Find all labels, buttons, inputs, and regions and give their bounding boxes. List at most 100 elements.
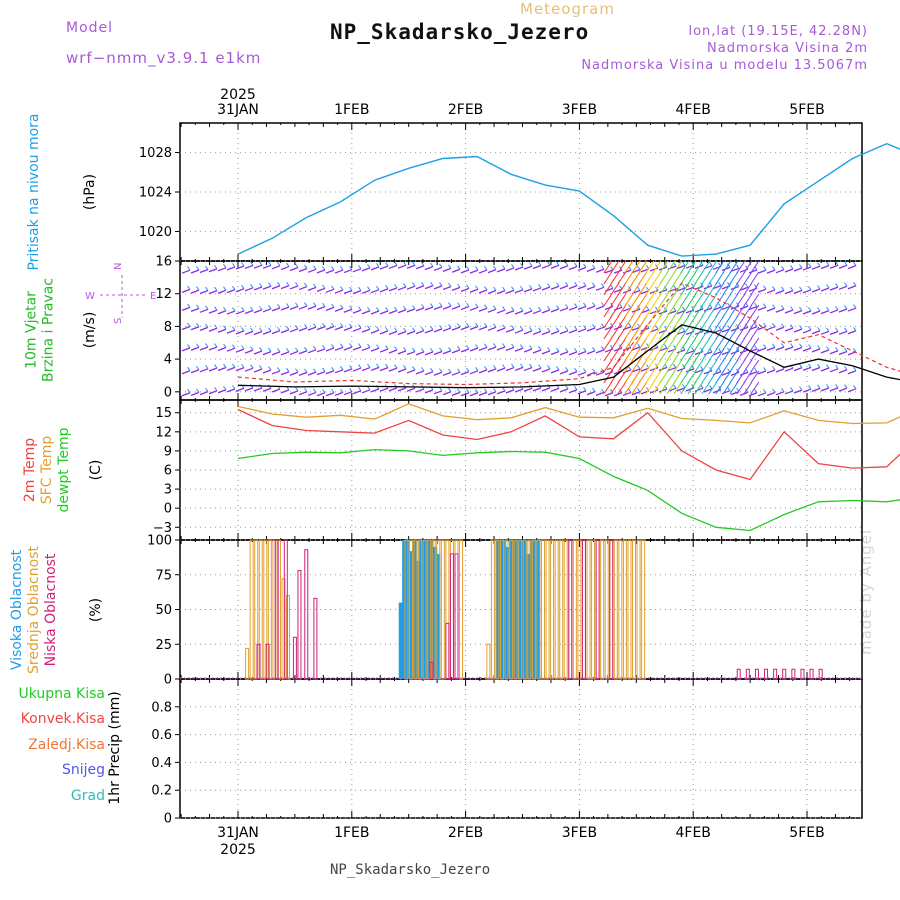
wind-barb-flag <box>682 306 686 311</box>
wind-barb <box>631 368 641 373</box>
wind-barb-flag <box>574 281 578 286</box>
wind-arrow <box>701 271 711 285</box>
wind-barb <box>766 391 776 397</box>
wind-barb-flag <box>466 284 470 289</box>
wind-barb-flag <box>601 346 605 351</box>
wind-barb <box>775 289 785 295</box>
wind-barb-flag <box>358 286 362 291</box>
wind-arrow <box>610 326 620 340</box>
wind-barb-flag <box>376 263 380 268</box>
wind-barb <box>415 285 425 290</box>
wind-arrow <box>659 359 669 373</box>
wind-barb <box>334 369 344 374</box>
wind-barb <box>334 346 344 351</box>
wind-barb <box>757 347 767 352</box>
wind-barb <box>289 266 299 272</box>
wind-barb-flag <box>205 323 209 328</box>
compass-e: E <box>150 291 156 302</box>
wind-barb-flag <box>736 264 740 269</box>
wind-barb-flag <box>205 265 209 270</box>
cloud-bar <box>274 539 279 680</box>
wind-barb <box>838 264 848 269</box>
wind-barb-flag <box>475 344 479 349</box>
wind-barb <box>460 326 470 331</box>
wind-barb <box>595 286 605 291</box>
wind-barb-flag <box>232 326 236 331</box>
wind-arrow <box>680 271 690 285</box>
wind-barb-flag <box>583 263 587 268</box>
wind-barb <box>343 346 353 351</box>
wind-barb <box>253 330 263 336</box>
wind-arrow <box>631 326 641 340</box>
wind-barb <box>712 389 722 394</box>
wind-barb <box>568 285 578 290</box>
station-title: NP_Skadarsko_Jezero <box>330 20 590 44</box>
wind-barb <box>577 285 587 290</box>
y-tick-label: 15 <box>155 406 172 421</box>
precip-unit-label: 1hr Precip (mm) <box>107 691 123 804</box>
cloud-bar <box>254 539 259 680</box>
wind-barb <box>622 346 632 351</box>
wind-barb-flag <box>493 286 497 291</box>
wind-barb <box>334 289 344 294</box>
wind-barb-flag <box>205 365 209 370</box>
wind-barb <box>361 267 371 272</box>
wind-barb-flag <box>547 327 551 332</box>
x-tick-label-bottom: 5FEB <box>789 825 824 841</box>
wind-barb-flag <box>205 286 209 291</box>
wind-arrow <box>743 381 753 395</box>
wind-barb <box>586 305 596 310</box>
wind-barb <box>739 305 749 310</box>
cloud-bar <box>522 539 527 680</box>
wind-barb-flag <box>673 363 677 368</box>
cloud-bar <box>486 643 491 680</box>
wind-barb <box>289 285 299 290</box>
wind-barb-flag <box>493 265 497 270</box>
wind-barb-flag <box>475 322 479 327</box>
wind-barb <box>478 326 488 331</box>
wind-barb-flag <box>196 343 200 348</box>
wind-barb-flag <box>196 322 200 328</box>
wind-arrow <box>624 282 634 296</box>
cloud-bar <box>782 668 787 680</box>
wind-arrow <box>680 348 690 362</box>
wind-barb-flag <box>628 322 632 328</box>
y-tick-label: 0.8 <box>151 700 172 715</box>
wind-barb-flag <box>403 305 407 311</box>
wind-arrow <box>617 370 627 384</box>
wind-arrow <box>722 271 732 285</box>
wind-barb <box>253 350 263 355</box>
wind-arrow <box>631 260 641 274</box>
wind-barb-flag <box>538 327 542 332</box>
wind-barb <box>433 328 443 333</box>
cloud-bar <box>502 540 507 679</box>
wind-barb-flag <box>718 303 722 308</box>
wind-barb <box>550 387 560 392</box>
wind-arrow <box>729 359 739 373</box>
wind-barb <box>559 307 569 312</box>
wind-barb <box>784 327 794 332</box>
wind-barb <box>298 305 308 310</box>
wind-barb <box>847 388 857 393</box>
wind-barb-flag <box>259 347 263 352</box>
cloud-bar <box>595 539 600 680</box>
wind-arrow <box>708 304 718 318</box>
wind-barb <box>199 289 209 295</box>
wind-barb <box>262 330 272 335</box>
wind-barb <box>262 264 272 269</box>
wind-barb <box>595 326 605 331</box>
wind-barb <box>739 371 749 376</box>
wind-arrow <box>743 326 753 340</box>
wind-barb <box>190 391 200 396</box>
wind-barb <box>235 288 245 293</box>
cloud-bar <box>408 539 413 680</box>
wind-barb <box>190 369 200 374</box>
wind-barb <box>559 265 569 270</box>
wind-barb-flag <box>421 304 425 309</box>
wind-barb <box>262 369 272 374</box>
y-tick-label: 0 <box>164 385 172 400</box>
wind-arrow <box>652 348 662 362</box>
wind-barb-flag <box>799 325 803 330</box>
wind-arrow <box>603 326 613 340</box>
wind-barb <box>217 328 227 333</box>
